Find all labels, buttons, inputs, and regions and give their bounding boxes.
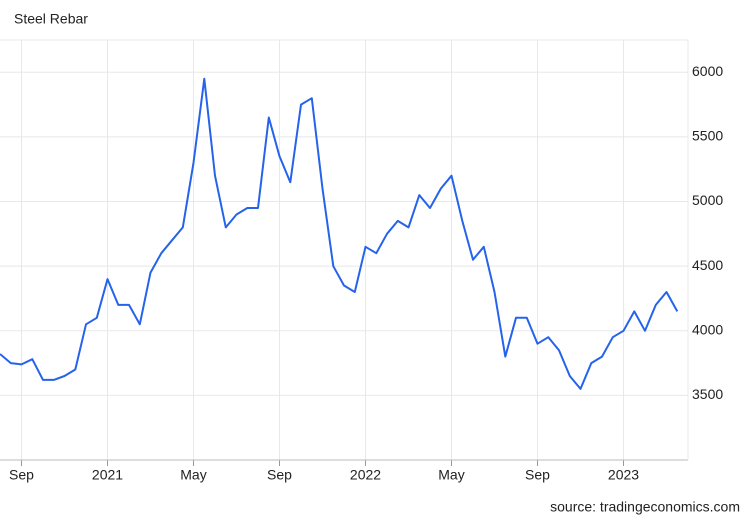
x-tick-label: 2022 (350, 467, 381, 483)
x-tick-label: May (438, 467, 464, 483)
x-tick-label: 2023 (608, 467, 639, 483)
y-tick-label: 5500 (692, 128, 723, 144)
x-tick-label: May (180, 467, 206, 483)
x-tick-label: Sep (9, 467, 34, 483)
y-tick-label: 4000 (692, 321, 723, 337)
x-tick-label: 2021 (92, 467, 123, 483)
y-tick-label: 4500 (692, 257, 723, 273)
y-tick-label: 3500 (692, 386, 723, 402)
x-tick-label: Sep (525, 467, 550, 483)
x-tick-label: Sep (267, 467, 292, 483)
source: source: tradingeconomics.com (550, 499, 740, 515)
chart-title: Steel Rebar (14, 11, 88, 27)
line (0, 77, 679, 390)
y-tick-label: 5000 (692, 192, 723, 208)
y-tick-label: 6000 (692, 63, 723, 79)
